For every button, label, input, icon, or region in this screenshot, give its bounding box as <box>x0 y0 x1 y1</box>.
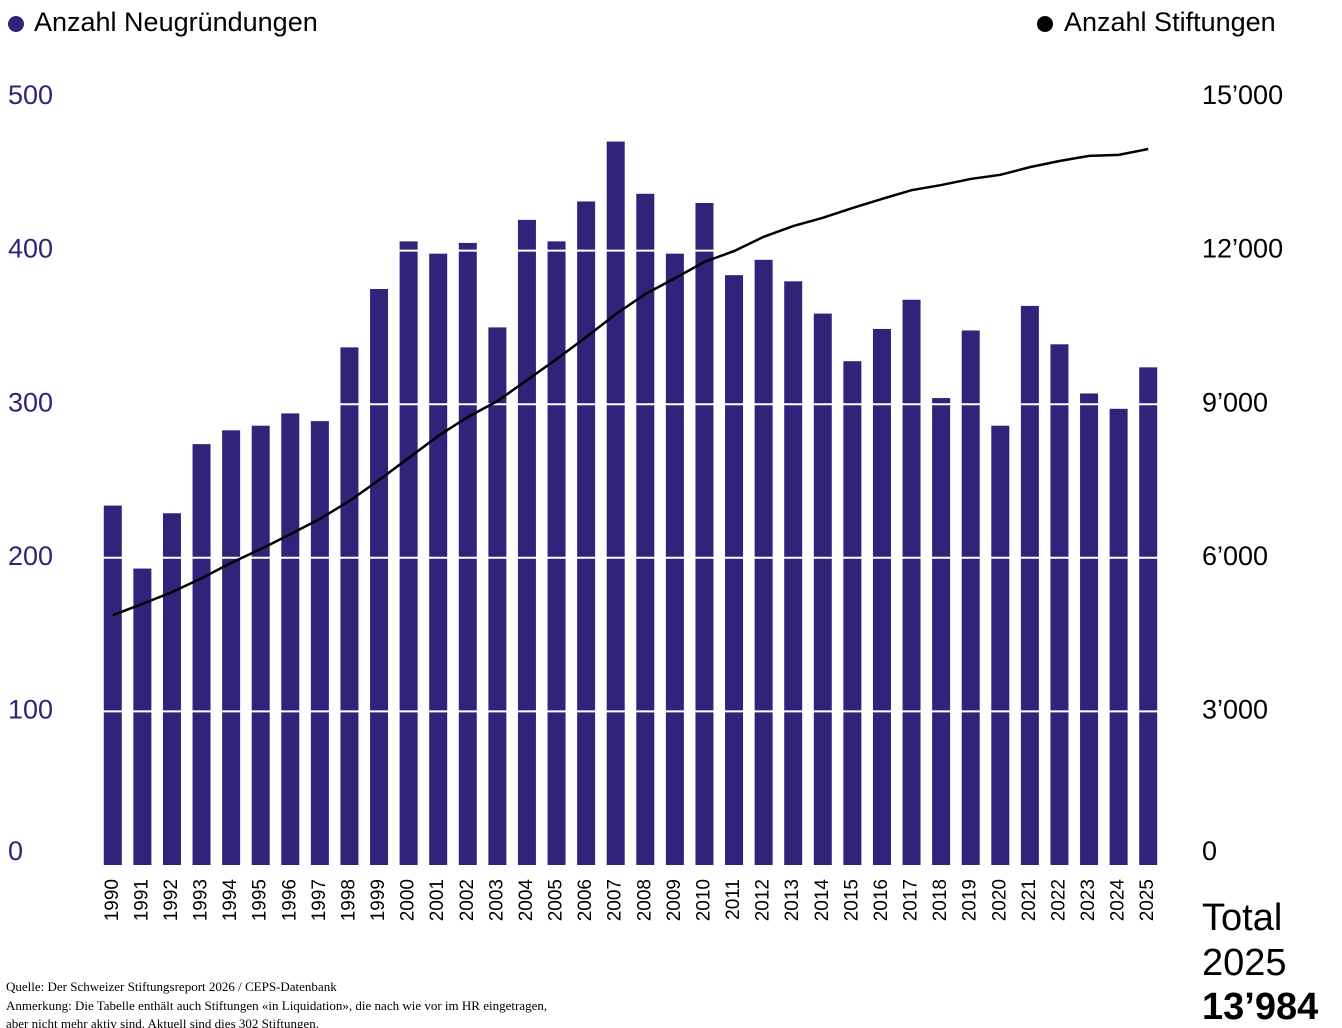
bar <box>1020 305 1039 865</box>
note: Anmerkung: Die Tabelle enthält auch Stif… <box>6 998 547 1013</box>
bar <box>103 505 122 865</box>
legend-dot <box>1037 16 1053 32</box>
x-tick-label: 2011 <box>723 879 744 920</box>
bar <box>725 275 744 865</box>
bar <box>1139 367 1158 865</box>
bar <box>162 513 181 865</box>
x-tick-label: 2016 <box>871 879 892 921</box>
bar <box>281 413 300 865</box>
bar <box>458 242 477 866</box>
bar <box>1050 344 1069 865</box>
legend-label: Anzahl Neugründungen <box>34 7 318 37</box>
x-tick-label: 2021 <box>1019 879 1040 921</box>
bar <box>577 201 596 865</box>
x-tick-label: 2004 <box>516 879 537 922</box>
x-tick-label: 2012 <box>753 879 774 921</box>
x-tick-label: 2006 <box>575 879 596 921</box>
bar <box>784 281 803 865</box>
x-tick-label: 1999 <box>368 879 389 921</box>
x-tick-label: 1995 <box>250 879 271 921</box>
y-tick-label: 100 <box>8 695 53 725</box>
bar <box>961 330 980 865</box>
x-tick-label: 2020 <box>989 879 1010 921</box>
x-tick-label: 2005 <box>546 879 567 921</box>
x-tick-label: 1990 <box>102 879 123 921</box>
bar <box>754 259 773 865</box>
bar <box>222 430 241 865</box>
bar <box>843 361 862 865</box>
y2-tick-label: 6’000 <box>1202 541 1268 571</box>
line <box>112 147 1149 617</box>
x-tick-label: 1997 <box>309 879 330 921</box>
x-tick-label: 2002 <box>457 879 478 921</box>
x-tick-label: 2001 <box>427 879 448 921</box>
bar <box>665 253 684 865</box>
bar <box>133 568 152 865</box>
bar <box>429 253 448 865</box>
x-tick-label: 2000 <box>398 879 419 921</box>
note: aber nicht mehr aktiv sind. Aktuell sind… <box>6 1016 319 1028</box>
x-tick-label: 2023 <box>1078 879 1099 921</box>
bar <box>1080 393 1099 865</box>
source: Quelle: Der Schweizer Stiftungsreport 20… <box>6 979 337 994</box>
x-tick-label: 1993 <box>191 879 212 921</box>
total-year: 2025 <box>1202 942 1287 984</box>
x-tick-label: 1996 <box>279 879 300 921</box>
x-tick-label: 2019 <box>960 879 981 921</box>
bar <box>902 299 921 865</box>
x-tick-label: 2017 <box>901 879 922 921</box>
bar <box>547 241 566 865</box>
bar <box>872 328 891 865</box>
bar <box>932 398 951 865</box>
x-tick-label: 2018 <box>930 879 951 921</box>
x-tick-label: 2024 <box>1108 879 1129 922</box>
bar <box>1109 408 1128 865</box>
bar <box>695 202 714 865</box>
x-tick-label: 2008 <box>634 879 655 921</box>
x-tick-label: 2025 <box>1137 879 1158 921</box>
x-tick-label: 1994 <box>220 879 241 922</box>
y-tick-label: 0 <box>8 836 23 866</box>
x-tick-label: 2010 <box>693 879 714 921</box>
bar <box>340 347 359 865</box>
x-tick-label: 2007 <box>605 879 626 921</box>
total-label: Total <box>1202 897 1282 939</box>
bar <box>370 289 389 865</box>
bar <box>251 425 270 865</box>
bar <box>399 241 418 865</box>
plot: 1990 1991 1992 1993 1994 1995 1996 1997 1998 1999… <box>8 80 1283 921</box>
y2-tick-label: 15’000 <box>1202 80 1283 110</box>
bar <box>310 421 329 865</box>
y-tick-label: 400 <box>8 234 53 264</box>
total-value: 13’984 <box>1202 986 1318 1028</box>
y2-tick-label: 9’000 <box>1202 387 1268 417</box>
x-tick-label: 1998 <box>338 879 359 921</box>
bar <box>192 444 211 865</box>
y2-tick-label: 12’000 <box>1202 234 1283 264</box>
y-tick-label: 500 <box>8 80 53 110</box>
legend-label: Anzahl Stiftungen <box>1064 7 1276 37</box>
x-tick-label: 2015 <box>841 879 862 921</box>
bar <box>991 425 1010 865</box>
bar <box>813 313 832 865</box>
x-tick-label: 2022 <box>1048 879 1069 921</box>
bar <box>517 219 536 865</box>
y-tick-label: 200 <box>8 541 53 571</box>
x-tick-label: 2003 <box>486 879 507 921</box>
bar <box>488 327 507 865</box>
y-tick-label: 300 <box>8 387 53 417</box>
x-tick-label: 1992 <box>161 879 182 921</box>
x-tick-label: 2013 <box>782 879 803 921</box>
legend-dot <box>8 16 24 32</box>
x-tick-label: 2009 <box>664 879 685 921</box>
bar <box>636 193 655 865</box>
bar <box>606 141 625 865</box>
x-tick-label: 2014 <box>812 879 833 922</box>
y2-tick-label: 3’000 <box>1202 695 1268 725</box>
x-tick-label: 1991 <box>131 879 152 921</box>
y2-tick-label: 0 <box>1202 836 1217 866</box>
